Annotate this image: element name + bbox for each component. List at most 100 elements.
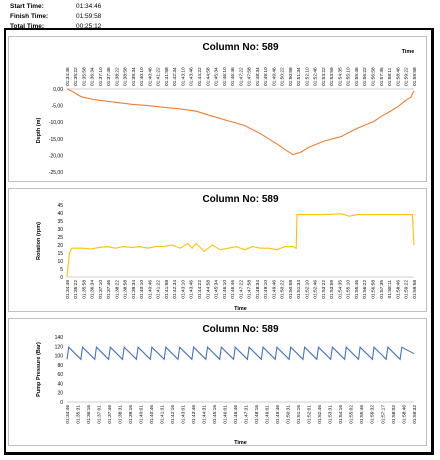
- y-tick-label: 0,00: [53, 87, 63, 93]
- y-tick-label: 100: [55, 354, 64, 360]
- x-axis-label: Time: [234, 440, 247, 446]
- x-tick-label: 01:46:46: [230, 67, 236, 86]
- x-tick-label: 01:50:58: [288, 67, 294, 86]
- x-tick-label: 01:50:31: [286, 405, 292, 424]
- x-tick-label: 01:56:58: [370, 280, 376, 299]
- pressure-chart-panel: Column No: 589 Pump Pressure (Bar) 0 20 40 60…: [8, 318, 427, 446]
- x-tick-label: 01:38:58: [123, 280, 129, 299]
- series-line: [66, 346, 415, 361]
- x-tick-label: 01:58:46: [395, 67, 401, 86]
- x-tick-label: 01:57:35: [379, 280, 385, 299]
- x-tick-label: 01:44:22: [197, 280, 203, 299]
- x-tick-label: 01:58:11: [387, 280, 393, 299]
- x-tick-label: 01:38:22: [114, 67, 120, 86]
- y-tick-label: -15,00: [49, 137, 63, 143]
- x-tick-label: 01:45:34: [214, 280, 220, 299]
- y-tick-label: -5,00: [52, 104, 64, 110]
- x-tick-label: 01:47:58: [247, 67, 253, 86]
- start-time-label: Start Time:: [10, 3, 44, 10]
- x-tick-label: 01:58:11: [387, 67, 393, 86]
- x-tick-label: 01:40:46: [147, 67, 153, 86]
- x-tick-label: 01:37:01: [96, 405, 102, 424]
- y-tick-label: 35: [57, 219, 63, 225]
- y-tick-label: 20: [57, 243, 63, 249]
- x-tick-label: 01:39:34: [131, 67, 137, 86]
- x-tick-label: 01:34:46: [65, 280, 71, 299]
- x-tick-label: 01:52:10: [304, 67, 310, 86]
- finish-time-label: Finish Time:: [10, 13, 49, 20]
- x-tick-label: 01:50:22: [280, 280, 286, 299]
- x-tick-label: 01:37:46: [106, 280, 112, 299]
- x-tick-label: 01:42:16: [170, 405, 176, 424]
- x-tick-label: 01:55:10: [346, 280, 352, 299]
- x-tick-label: 01:59:32: [412, 405, 418, 424]
- report-frame: [4, 28, 434, 455]
- y-tick-label: 30: [57, 227, 63, 233]
- x-tick-label: 01:36:16: [86, 405, 92, 424]
- x-tick-label: 01:40:46: [149, 405, 155, 424]
- x-tick-label: 01:48:34: [255, 67, 261, 86]
- x-tick-label: 01:50:58: [288, 280, 294, 299]
- x-tick-label: 01:37:10: [98, 280, 104, 299]
- x-tick-label: 01:49:46: [271, 280, 277, 299]
- x-tick-label: 01:35:58: [81, 67, 87, 86]
- total-time-label: Total Time:: [10, 23, 45, 30]
- x-tick-label: 01:53:22: [321, 67, 327, 86]
- y-tick-label: 45: [57, 203, 63, 209]
- y-tick-label: 25: [57, 235, 63, 241]
- x-tick-label: 01:41:58: [164, 67, 170, 86]
- x-tick-label: 01:39:34: [131, 280, 137, 299]
- x-tick-label: 01:44:31: [201, 405, 207, 424]
- x-tick-label: 01:40:10: [139, 280, 145, 299]
- x-tick-label: 01:58:46: [395, 280, 401, 299]
- x-tick-label: 01:36:34: [90, 280, 96, 299]
- x-tick-label: 01:43:46: [189, 67, 195, 86]
- x-tick-label: 01:52:46: [313, 280, 319, 299]
- y-axis-label: Depth (m): [36, 118, 42, 144]
- x-tick-label: 01:44:22: [197, 67, 203, 86]
- x-tick-label: 01:41:22: [156, 67, 162, 86]
- x-tick-label: 01:37:46: [106, 67, 112, 86]
- y-tick-label: 140: [55, 335, 64, 341]
- pressure-chart: Column No: 589 Pump Pressure (Bar) 0 20 40 60…: [36, 324, 418, 446]
- y-tick-label: 20: [57, 391, 63, 397]
- y-tick-label: 40: [57, 381, 63, 387]
- x-tick-label: 01:47:31: [244, 405, 250, 424]
- x-tick-label: 01:35:22: [73, 67, 79, 86]
- x-tick-label: 01:59:58: [412, 67, 418, 86]
- x-tick-label: 01:58:02: [391, 405, 397, 424]
- x-tick-label: 01:35:58: [81, 280, 87, 299]
- x-tick-label: 01:38:22: [114, 280, 120, 299]
- x-tick-label: 01:53:22: [321, 280, 327, 299]
- x-tick-label: 01:54:35: [337, 67, 343, 86]
- x-tick-label: 01:50:22: [280, 67, 286, 86]
- x-tick-label: 01:34:46: [65, 67, 71, 86]
- x-tick-label: 01:56:22: [362, 280, 368, 299]
- x-tick-label: 01:46:10: [222, 67, 228, 86]
- series-line: [66, 213, 415, 278]
- x-tick-label: 01:54:35: [337, 280, 343, 299]
- chart-title: Column No: 589: [202, 324, 279, 335]
- x-tick-label: 01:49:10: [263, 280, 269, 299]
- finish-time-value: 01:59:58: [76, 13, 102, 20]
- x-tick-label: 01:59:58: [412, 280, 418, 299]
- x-tick-label: 01:52:10: [304, 280, 310, 299]
- x-tick-label: 01:49:01: [265, 405, 271, 424]
- x-tick-label: 01:44:58: [205, 67, 211, 86]
- y-tick-label: 40: [57, 211, 63, 217]
- x-tick-label: 01:47:22: [238, 67, 244, 86]
- y-tick-label: -20,00: [49, 153, 63, 159]
- x-tick-label: 01:43:01: [180, 405, 186, 424]
- x-tick-label: 01:48:16: [254, 405, 260, 424]
- x-tick-label: 01:40:01: [138, 405, 144, 424]
- x-tick-label: 01:35:22: [73, 280, 79, 299]
- x-tick-label: 01:41:22: [156, 280, 162, 299]
- rotation-chart: Column No: 589 Rotation (rpm) 0 5 10 15 20 25 30…: [36, 194, 418, 312]
- chart-title: Column No: 589: [202, 194, 279, 205]
- x-tick-label: 01:52:01: [307, 405, 313, 424]
- chart-title: Column No: 589: [202, 42, 279, 53]
- x-tick-label: 01:56:58: [370, 67, 376, 86]
- total-time-value: 00:25:12: [76, 23, 102, 30]
- x-tick-label: 01:37:10: [98, 67, 104, 86]
